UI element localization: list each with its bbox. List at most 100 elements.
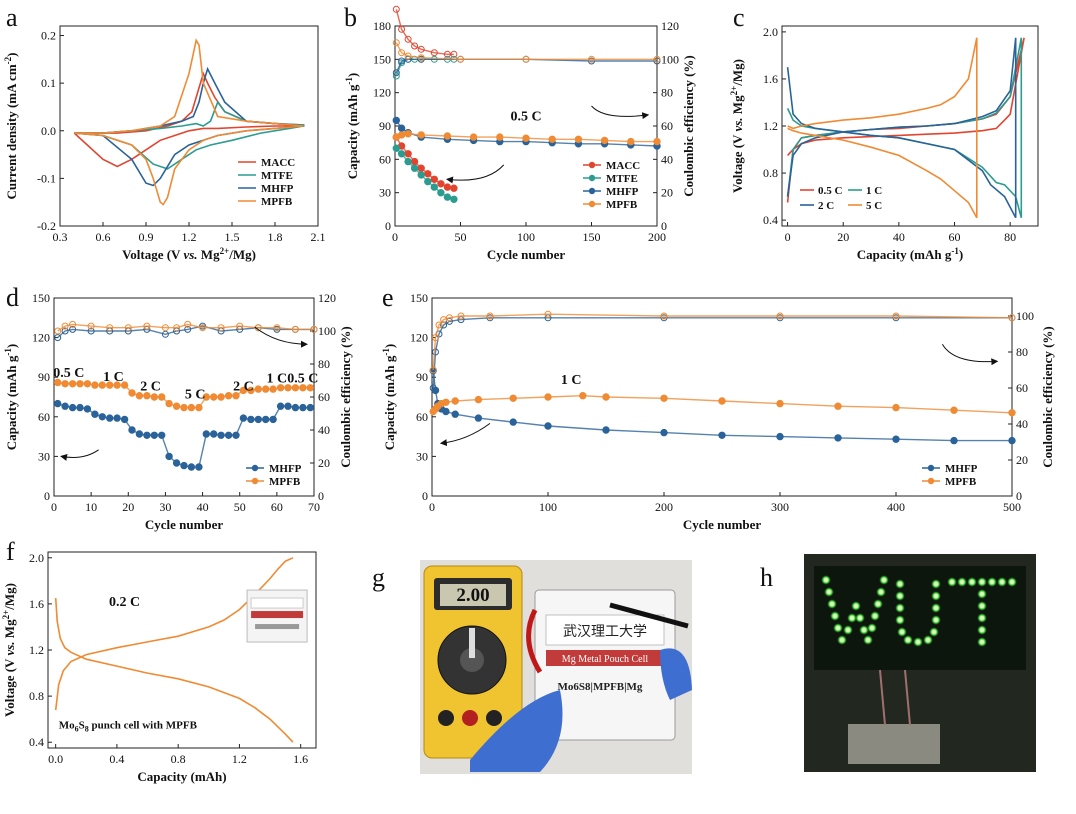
data-point: [87, 322, 95, 330]
x-tick-label: 1.6: [293, 752, 308, 766]
y-tick-label: 180: [373, 19, 391, 33]
y-tick-label: 150: [32, 291, 50, 305]
x-tick-label: 0.4: [109, 752, 124, 766]
data-point: [432, 334, 439, 342]
y-tick-label: 1.2: [763, 119, 778, 133]
data-point: [442, 398, 450, 406]
data-point: [120, 381, 129, 389]
data-point: [306, 384, 314, 392]
photo-led-wut-sign: [804, 554, 1036, 772]
data-point: [950, 406, 958, 414]
data-point: [173, 324, 181, 332]
data-point: [443, 132, 452, 140]
panel-f: 0.0 0.4 0.8 1.2 1.6 0.4 0.8 1.2 1.6 2.0 Capacity (…: [1, 551, 317, 784]
y2-tick-label: 60: [661, 119, 673, 133]
data-point: [776, 312, 784, 320]
panel-b: 0 50 100 150 2000306090120150180020406080100…: [344, 5, 696, 262]
data-point: [195, 463, 203, 471]
led-core: [845, 627, 851, 633]
x-tick-label: 1.5: [225, 230, 240, 244]
led-core: [979, 627, 985, 633]
x-tick-label: 1.8: [268, 230, 283, 244]
x-axis-label: Capacity (mAh): [137, 769, 226, 784]
data-point: [410, 157, 419, 166]
data-point: [165, 452, 173, 461]
x-tick-label: 20: [837, 230, 849, 244]
y-tick-label: 0.1: [41, 76, 56, 90]
data-point: [544, 310, 552, 318]
data-point: [69, 325, 77, 333]
data-point: [579, 392, 587, 400]
legend-label: MHFP: [261, 183, 294, 195]
inset-logo: [250, 597, 304, 609]
series-line: [432, 317, 1012, 389]
x-tick-label: 0.0: [48, 752, 63, 766]
y-tick-label: 0: [385, 219, 391, 233]
data-point: [411, 42, 419, 50]
data-point: [291, 403, 300, 412]
data-point: [61, 402, 69, 410]
x-tick-label: 80: [1004, 230, 1016, 244]
led-core: [933, 605, 939, 611]
chart-panels: 0.3 0.6 0.9 1.2 1.5 1.8 2.1 -0.2 -0.1 0.0 0.1 0.2 Vo…: [1, 5, 1055, 784]
data-point: [310, 325, 318, 333]
data-point: [653, 137, 661, 146]
panel-letter-h: h: [760, 563, 773, 592]
series-line: [432, 313, 1013, 371]
led-core: [897, 581, 903, 587]
data-point: [437, 189, 445, 197]
legend-marker: [927, 477, 935, 485]
data-point: [161, 330, 169, 338]
data-point: [602, 426, 610, 434]
data-point: [98, 413, 107, 421]
series-line: [73, 71, 305, 168]
x-tick-label: 300: [771, 500, 789, 514]
legend-label: MHFP: [945, 463, 978, 475]
legend-label: MACC: [606, 160, 640, 172]
y-tick-label: 90: [38, 370, 50, 384]
pouch-label-band: Mg Metal Pouch Cell: [562, 654, 649, 665]
y-axis-label: Voltage (V vs. Mg2+/Mg): [729, 59, 745, 193]
data-point: [210, 430, 218, 438]
data-point: [522, 55, 530, 63]
legend-label: MTFE: [606, 173, 638, 185]
arrow-to-right-axis: [254, 326, 308, 348]
y-tick-label: 30: [416, 449, 428, 463]
data-point: [299, 403, 307, 412]
data-point: [398, 57, 406, 65]
rate-label: 1 C: [103, 370, 124, 385]
led-core: [853, 603, 859, 609]
led-core: [835, 625, 841, 631]
led-core: [989, 579, 995, 585]
data-point: [247, 386, 255, 395]
y2-tick-label: 20: [661, 186, 673, 200]
data-point: [450, 50, 458, 58]
y2-axis-label: Coulombic efficiency (%): [338, 326, 353, 468]
series-line: [395, 42, 657, 60]
data-point: [522, 134, 530, 142]
data-point: [574, 135, 583, 144]
x-tick-label: 400: [887, 500, 905, 514]
led-core: [881, 577, 887, 583]
rate-label: 1 C: [267, 371, 288, 386]
data-point: [61, 327, 69, 335]
x-tick-label: 0.6: [96, 230, 111, 244]
data-point: [834, 402, 842, 410]
legend-label: 2 C: [818, 200, 834, 212]
x-tick-label: 10: [85, 500, 97, 514]
x-axis-label: Cycle number: [145, 517, 224, 532]
data-point: [210, 393, 218, 401]
data-point: [195, 403, 203, 412]
data-point: [187, 403, 196, 412]
data-point: [474, 414, 483, 422]
data-point: [410, 164, 419, 172]
data-point: [602, 393, 610, 401]
arrow-to-left-axis: [439, 422, 491, 447]
data-point: [254, 385, 262, 393]
data-point: [392, 72, 400, 80]
data-point: [217, 431, 225, 439]
data-point: [247, 415, 255, 424]
data-point: [224, 392, 233, 400]
multimeter-reading: 2.00: [456, 585, 489, 606]
